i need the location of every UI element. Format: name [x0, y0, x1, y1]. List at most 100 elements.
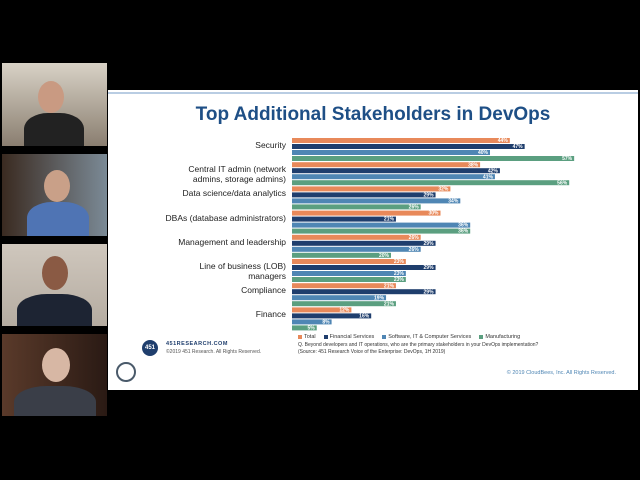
person — [27, 202, 89, 236]
value-label: 16% — [359, 314, 370, 320]
bar — [292, 198, 461, 204]
bar — [292, 138, 510, 143]
category-label: Data science/data analytics — [182, 188, 286, 199]
bar — [292, 283, 396, 289]
value-label: 42% — [488, 168, 499, 174]
person — [38, 81, 64, 113]
bar — [292, 313, 372, 319]
value-label: 29% — [424, 265, 435, 271]
bar — [292, 204, 421, 210]
person — [44, 170, 70, 202]
bar — [292, 168, 500, 174]
video-tile — [2, 244, 107, 326]
person — [42, 348, 70, 382]
legend-label: Software, IT & Computer Services — [388, 334, 472, 340]
question: Q. Beyond developers and IT operations, … — [298, 342, 539, 348]
legend-label: Total — [304, 334, 316, 340]
video-tile — [2, 334, 107, 416]
legend-swatch — [298, 335, 302, 339]
bar — [292, 234, 421, 240]
bar — [292, 162, 481, 168]
bar — [292, 210, 441, 216]
copyright: ©2019 451 Research. All Rights Reserved. — [166, 349, 262, 355]
site: 451RESEARCH.COM — [166, 341, 228, 347]
value-label: 47% — [513, 144, 524, 150]
bar — [292, 216, 396, 222]
bar — [292, 252, 391, 258]
person — [14, 386, 96, 416]
bar — [292, 265, 436, 270]
value-label: 23% — [394, 271, 405, 277]
bar — [292, 174, 495, 180]
bar — [292, 307, 352, 313]
value-label: 34% — [448, 199, 459, 205]
category-label: Management and leadership — [178, 236, 286, 247]
value-label: 20% — [379, 253, 390, 259]
value-label: 38% — [468, 162, 479, 168]
category-label: DBAs (database administrators) — [165, 212, 286, 223]
bar — [292, 325, 317, 331]
footer: © 2019 CloudBees, Inc. All Rights Reserv… — [506, 370, 616, 376]
value-label: 29% — [424, 193, 435, 199]
category-label: Line of business (LOB) managers — [199, 261, 286, 281]
person — [17, 294, 92, 326]
legend: Total Financial Services Software, IT & Co… — [298, 334, 520, 340]
value-label: 36% — [458, 229, 469, 235]
logo: 451 — [142, 340, 158, 356]
value-label: 12% — [339, 308, 350, 314]
slide-title: Top Additional Stakeholders in DevOps — [195, 104, 551, 125]
value-label: 26% — [409, 205, 420, 211]
bar — [292, 289, 436, 295]
value-label: 21% — [384, 283, 395, 289]
value-label: 23% — [394, 259, 405, 265]
bar — [292, 240, 436, 246]
value-label: 41% — [483, 174, 494, 180]
legend-item: Software, IT & Computer Services — [382, 334, 471, 340]
category-label: Central IT admin (network admins, storag… — [188, 164, 286, 185]
legend-label: Financial Services — [329, 334, 375, 340]
bar — [292, 277, 406, 282]
value-label: 26% — [409, 235, 420, 241]
slide: Top Additional Stakeholders in DevOps 44… — [108, 90, 638, 390]
value-label: 36% — [458, 223, 469, 229]
bar — [292, 180, 570, 186]
bar — [292, 144, 525, 149]
legend-label: Manufacturing — [485, 334, 521, 340]
value-label: 29% — [424, 289, 435, 295]
bar — [292, 295, 387, 301]
legend-swatch — [479, 335, 484, 339]
value-label: 8% — [322, 320, 330, 326]
bar — [292, 259, 406, 264]
value-label: 23% — [394, 277, 405, 283]
cloudbees-logo — [116, 362, 136, 382]
value-label: 29% — [424, 241, 435, 247]
bar — [292, 228, 471, 234]
video-tile — [2, 154, 107, 236]
person — [42, 256, 68, 290]
bar — [292, 150, 490, 155]
bar — [292, 271, 406, 276]
legend-swatch — [323, 335, 328, 339]
bar — [292, 156, 575, 161]
bar — [292, 192, 436, 198]
bar — [292, 246, 421, 252]
value-label: 5% — [308, 326, 316, 332]
legend-item: Manufacturing — [479, 334, 520, 340]
value-label: 44% — [498, 138, 509, 144]
value-label: 30% — [428, 211, 439, 217]
person — [24, 113, 84, 146]
bar — [292, 301, 396, 307]
legend-item: Total — [298, 334, 316, 340]
category-label: Compliance — [241, 285, 286, 296]
category-label: Finance — [255, 309, 286, 320]
slide-rule — [108, 92, 638, 94]
bar — [292, 222, 471, 228]
value-label: 26% — [409, 247, 420, 253]
legend-item: Financial Services — [323, 334, 375, 340]
value-label: 21% — [384, 217, 395, 223]
value-label: 32% — [438, 187, 449, 193]
bar — [292, 319, 332, 325]
value-label: 21% — [384, 301, 395, 307]
legend-swatch — [382, 335, 387, 339]
